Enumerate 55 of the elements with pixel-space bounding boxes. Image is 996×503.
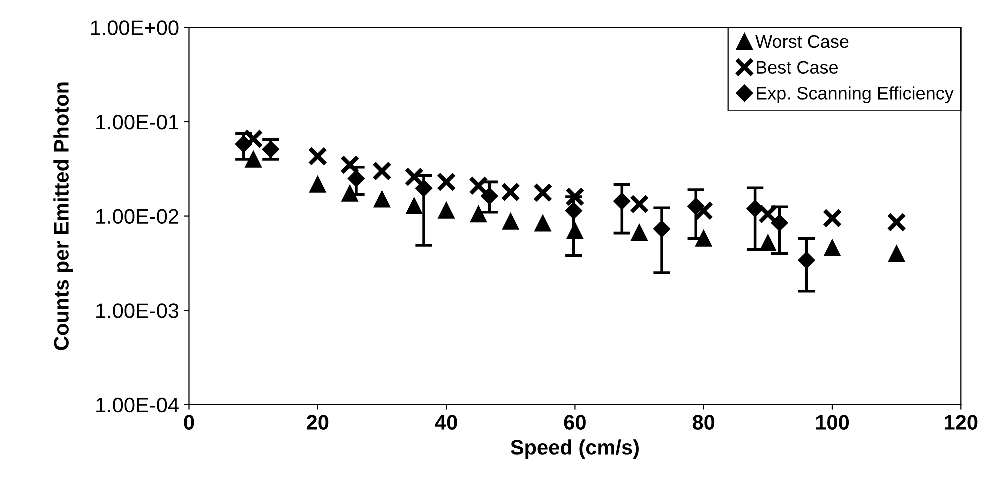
point — [653, 220, 671, 238]
point — [468, 176, 488, 196]
legend-label: Best Case — [757, 61, 838, 74]
point — [688, 198, 705, 216]
point — [758, 204, 778, 224]
point — [888, 245, 906, 262]
point — [502, 213, 520, 230]
point — [310, 176, 326, 193]
point — [372, 162, 392, 182]
point — [614, 192, 631, 210]
point — [404, 167, 424, 187]
point — [565, 187, 585, 207]
point — [746, 200, 764, 218]
y-tick-label: 1.00E+00 — [91, 20, 179, 36]
x-tick-label: 60 — [564, 415, 586, 430]
point — [481, 188, 498, 205]
point — [534, 215, 552, 232]
point — [887, 212, 907, 232]
legend-label: Worst Case — [756, 35, 849, 48]
y-tick-label: 1.00E-04 — [96, 398, 179, 413]
point — [630, 194, 650, 214]
x-tick-label: 0 — [184, 415, 194, 430]
point — [340, 155, 360, 175]
y-axis-title: Counts per Emitted Photon — [54, 82, 74, 350]
point — [760, 234, 776, 252]
point — [235, 136, 252, 153]
y-tick-label: 1.00E-01 — [96, 114, 179, 130]
point — [308, 146, 328, 166]
point — [771, 214, 788, 232]
point — [438, 202, 455, 219]
x-axis-title: Speed (cm/s) — [510, 440, 639, 460]
point — [436, 172, 456, 192]
point — [470, 206, 488, 223]
point — [533, 183, 553, 203]
point — [415, 180, 433, 198]
point — [824, 240, 841, 256]
point — [501, 182, 521, 202]
x-tick-label: 100 — [816, 415, 850, 430]
point — [374, 191, 391, 208]
point — [798, 252, 816, 270]
point — [822, 208, 842, 228]
x-tick-label: 120 — [945, 415, 978, 430]
point — [245, 151, 262, 168]
x-tick-label: 40 — [435, 415, 458, 430]
legend-label: Exp. Scanning Efficiency — [757, 86, 954, 104]
point — [348, 170, 366, 188]
point — [565, 202, 582, 220]
point — [406, 198, 423, 215]
y-tick-label: 1.00E-03 — [96, 304, 179, 318]
point — [631, 224, 648, 242]
y-tick-label: 1.00E-02 — [96, 209, 178, 224]
x-tick-label: 80 — [692, 415, 715, 430]
x-tick-label: 20 — [307, 415, 329, 430]
point — [696, 230, 712, 247]
point — [244, 129, 264, 149]
